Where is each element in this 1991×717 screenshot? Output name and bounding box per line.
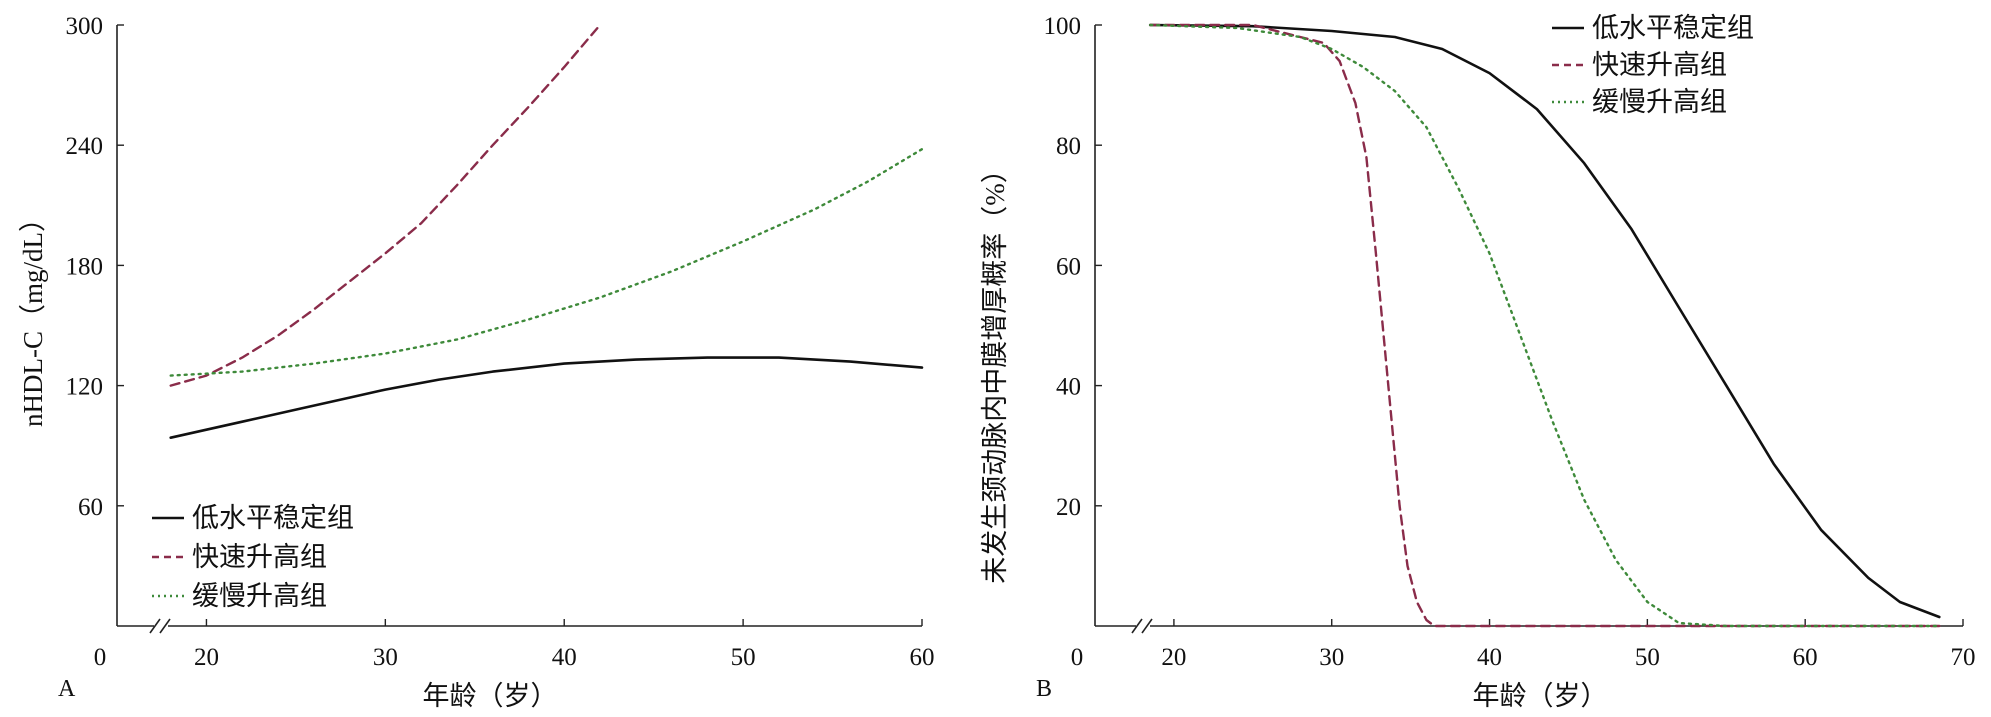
- x-tick-label: 70: [1951, 644, 1976, 671]
- panel-b-series: [1148, 23, 1941, 628]
- x-tick-label: 20: [194, 644, 219, 671]
- y-tick-label: 40: [1056, 374, 1081, 401]
- y-tick-label: 60: [1056, 253, 1081, 280]
- panel-a-chart: 20 30 40 50 60 60 120 180 240 300 低水平稳定组快速升高组缓慢升高…: [18, 13, 935, 711]
- panel-b-axes: 20 30 40 50 60 70 20 40 60 80 100: [1044, 13, 1976, 671]
- axis-break-mark: [1141, 618, 1153, 634]
- panel-a-series: [169, 23, 924, 439]
- x-tick-label: 40: [552, 644, 577, 671]
- y-tick-label: 100: [1044, 13, 1082, 40]
- x-tick-label: 60: [1793, 644, 1818, 671]
- legend-label: 快速升高组: [192, 542, 327, 572]
- x-tick-label: 30: [1319, 644, 1344, 671]
- x-tick-label: 40: [1477, 644, 1502, 671]
- y-tick-label: 180: [66, 253, 104, 280]
- axis-break-mark: [159, 618, 171, 634]
- y-tick-label: 240: [66, 133, 104, 160]
- series-line-1: [169, 356, 924, 439]
- panel-a-y-axis-label: nHDL-C（mg/dL）: [18, 205, 48, 427]
- legend-label: 缓慢升高组: [1592, 87, 1727, 117]
- x-tick-label: 30: [373, 644, 398, 671]
- y-tick-label: 80: [1056, 133, 1081, 160]
- series-line-2: [1149, 23, 1941, 628]
- series-line-1: [1148, 23, 1941, 619]
- panel-a-x-axis-label: 年龄（岁）: [423, 681, 558, 711]
- y-tick-label: 120: [66, 374, 104, 401]
- y-tick-label: 300: [66, 13, 104, 40]
- panel-b-x-origin-label: 0: [1071, 644, 1084, 671]
- legend-label: 低水平稳定组: [1592, 13, 1754, 43]
- panel-b-chart: 20 30 40 50 60 70 20 40 60 80 100 低水平稳定组快速升高组缓慢升高组…: [980, 13, 1976, 711]
- panel-a-x-origin-label: 0: [94, 644, 107, 671]
- axis-break-mark: [1131, 618, 1143, 634]
- panel-b-y-axis-label: 未发生颈动脉内中膜增厚概率（%）: [980, 156, 1010, 584]
- legend-label: 快速升高组: [1592, 50, 1727, 80]
- x-tick-label: 50: [1635, 644, 1660, 671]
- x-tick-label: 20: [1161, 644, 1186, 671]
- panel-a-axes: 20 30 40 50 60 60 120 180 240 300: [66, 13, 935, 671]
- legend-label: 低水平稳定组: [192, 503, 354, 533]
- series-line-2: [169, 23, 602, 387]
- series-line-3: [1149, 23, 1941, 628]
- panel-b-label: B: [1036, 676, 1052, 702]
- panel-b-x-axis-label: 年龄（岁）: [1473, 681, 1608, 711]
- x-tick-label: 60: [910, 644, 935, 671]
- x-tick-label: 50: [731, 644, 756, 671]
- axis-break-mark: [149, 618, 161, 634]
- series-line-3: [169, 148, 924, 377]
- y-tick-label: 20: [1056, 494, 1081, 521]
- legend-label: 缓慢升高组: [192, 581, 327, 611]
- panel-a-label: A: [58, 676, 76, 702]
- y-tick-label: 60: [78, 494, 103, 521]
